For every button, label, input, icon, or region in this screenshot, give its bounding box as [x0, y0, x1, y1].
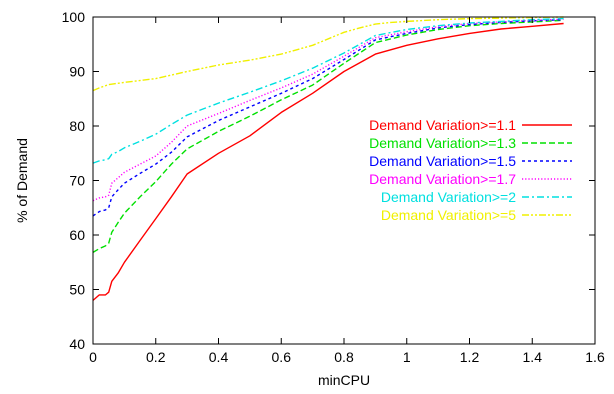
- legend-label: Demand Variation>=1.5: [369, 153, 516, 169]
- y-tick-label: 50: [69, 282, 85, 298]
- x-tick-label: 1.2: [460, 349, 480, 365]
- y-tick-label: 90: [69, 64, 85, 80]
- series-line: [92, 19, 564, 253]
- y-axis-title: % of Demand: [14, 138, 30, 223]
- x-tick-label: 0.4: [209, 349, 229, 365]
- x-axis-title: minCPU: [318, 372, 370, 388]
- x-tick-label: 1.4: [523, 349, 543, 365]
- x-tick-label: 1: [403, 349, 411, 365]
- x-tick-label: 0.8: [334, 349, 354, 365]
- series-line: [92, 17, 564, 164]
- x-tick-label: 0.6: [272, 349, 292, 365]
- legend-label: Demand Variation>=1.7: [369, 171, 516, 187]
- y-tick-label: 80: [69, 118, 85, 134]
- legend-label: Demand Variation>=2: [381, 189, 516, 205]
- x-tick-label: 0: [89, 349, 97, 365]
- y-tick-label: 60: [69, 227, 85, 243]
- y-tick-label: 100: [62, 9, 86, 25]
- plot-lines: [92, 16, 564, 301]
- series-line: [92, 22, 564, 301]
- series-line: [92, 18, 564, 202]
- legend-label: Demand Variation>=5: [381, 207, 516, 223]
- legend-label: Demand Variation>=1.3: [369, 135, 516, 151]
- plot-frame: [92, 16, 596, 345]
- y-axis: 40 50 60 70 80 90 100: [62, 9, 595, 352]
- x-tick-label: 0.2: [146, 349, 166, 365]
- x-tick-label: 1.6: [585, 349, 605, 365]
- series-line: [92, 16, 564, 92]
- x-axis: 0 0.2 0.4 0.6 0.8 1 1.2 1.4 1.6: [89, 17, 605, 365]
- series-line: [92, 19, 564, 217]
- legend: Demand Variation>=1.1 Demand Variation>=1…: [369, 117, 572, 223]
- y-tick-label: 40: [69, 336, 85, 352]
- y-tick-label: 70: [69, 173, 85, 189]
- legend-label: Demand Variation>=1.1: [369, 117, 516, 133]
